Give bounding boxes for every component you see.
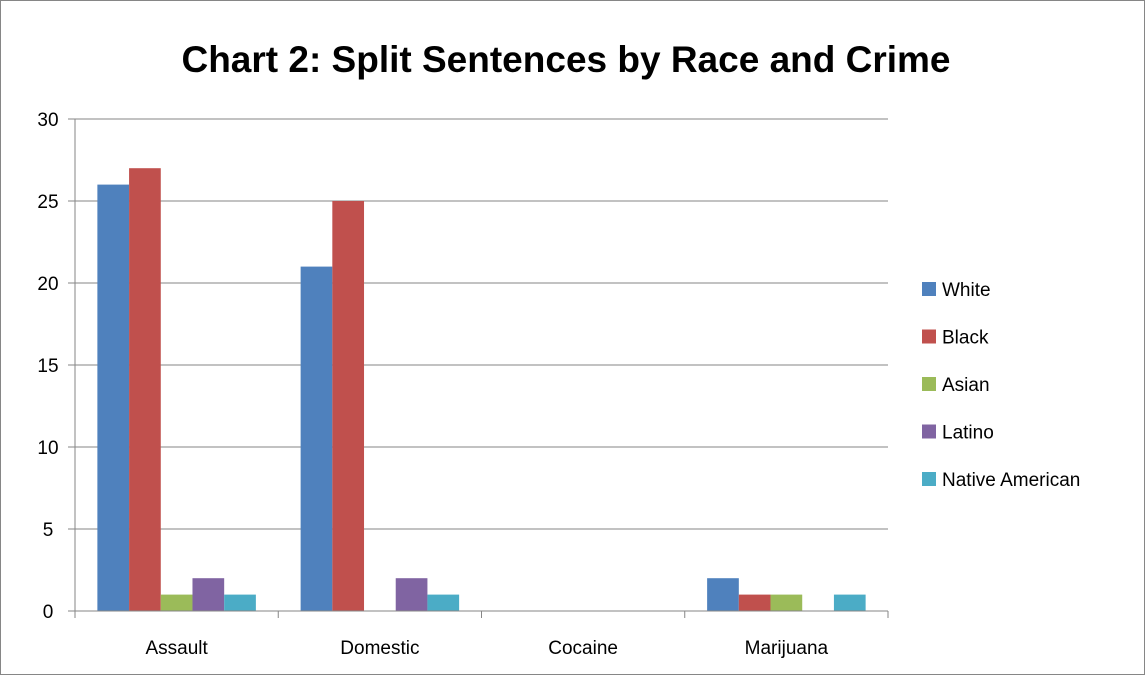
bar-latino-domestic xyxy=(395,578,428,611)
legend-label: Latino xyxy=(942,423,994,444)
legend-swatch xyxy=(922,424,936,439)
y-tick-label: 10 xyxy=(37,438,58,459)
y-tick-label: 15 xyxy=(37,356,58,377)
legend-swatch xyxy=(922,472,936,486)
bar-native-american-domestic xyxy=(427,594,460,611)
bar-black-marijuana xyxy=(738,594,771,611)
y-tick-label: 0 xyxy=(43,602,54,623)
x-tick-labels: Assault Domestic Cocaine Marijuana xyxy=(145,638,828,659)
bar-native-american-assault xyxy=(224,594,256,611)
bar-asian-marijuana xyxy=(770,594,803,611)
y-tick-label: 30 xyxy=(37,110,58,131)
legend-swatch xyxy=(922,329,936,344)
bar-black-domestic xyxy=(332,201,365,611)
axes xyxy=(68,118,889,618)
legend-label: Asian xyxy=(942,375,990,396)
legend-swatch xyxy=(922,282,936,296)
bar-black-assault xyxy=(129,168,161,611)
bar-white-domestic xyxy=(300,266,333,611)
y-tick-label: 25 xyxy=(37,192,58,213)
legend-label: Native American xyxy=(942,470,1080,491)
legend-label: Black xyxy=(942,328,989,349)
bar-native-american-marijuana xyxy=(833,594,866,611)
x-tick-label: Assault xyxy=(145,638,208,659)
x-tick-label: Domestic xyxy=(340,638,419,659)
bars xyxy=(97,168,866,611)
bar-white-marijuana xyxy=(707,578,739,611)
x-tick-label: Marijuana xyxy=(745,638,829,659)
legend-swatch xyxy=(922,377,936,391)
y-tick-label: 20 xyxy=(37,274,58,295)
x-tick-label: Cocaine xyxy=(548,638,618,659)
chart-title: Chart 2: Split Sentences by Race and Cri… xyxy=(181,39,950,80)
legend-label: White xyxy=(942,280,991,301)
gridlines xyxy=(75,118,888,530)
bar-asian-assault xyxy=(160,594,193,611)
y-tick-labels: 0 5 10 15 20 25 30 xyxy=(37,110,58,623)
bar-latino-assault xyxy=(192,578,225,611)
legend: White Black Asian Latino Native American xyxy=(922,280,1080,491)
y-tick-label: 5 xyxy=(43,520,54,541)
bar-white-assault xyxy=(97,184,130,611)
